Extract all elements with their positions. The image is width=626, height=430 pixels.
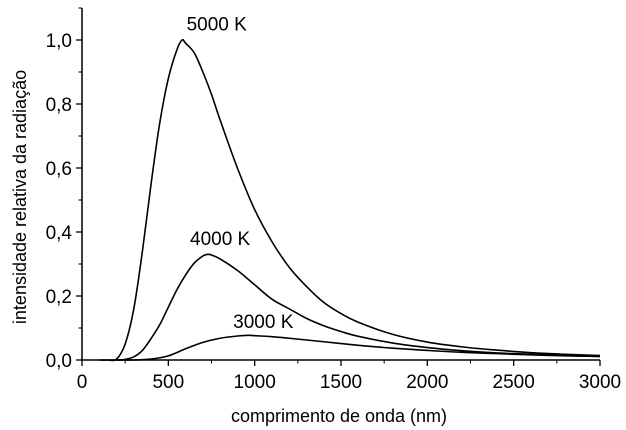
x-tick-label: 3000 [579, 372, 621, 393]
tick-group: 0 500 1000 1500 2000 2500 3000 0,0 0,2 0,4 0,6 0,8 1… [46, 7, 621, 393]
curve-3000-k [116, 334, 601, 361]
curve-label-3000-k: 3000 K [233, 312, 294, 333]
x-axis-title: comprimento de onda (nm) [231, 406, 447, 426]
y-tick-label: 0,2 [46, 287, 72, 308]
curve-4000-k [107, 253, 601, 361]
y-tick-label: 0,8 [46, 95, 72, 116]
y-axis-title: intensidade relativa da radiação [10, 70, 30, 324]
curve-group [99, 38, 601, 362]
x-tick-label: 1000 [234, 372, 276, 393]
curve-label-5000-k: 5000 K [187, 14, 248, 35]
y-tick-label: 1,0 [46, 31, 72, 52]
x-tick-label: 2500 [493, 372, 535, 393]
curve-label-4000-k: 4000 K [190, 229, 251, 250]
x-tick-label: 1500 [320, 372, 362, 393]
curve-label-group: 5000 K 4000 K 3000 K [187, 14, 294, 333]
y-tick-label: 0,6 [46, 159, 72, 180]
x-tick-label: 500 [152, 372, 184, 393]
x-tick-label: 0 [77, 372, 88, 393]
y-tick-label: 0,0 [46, 351, 72, 372]
y-tick-label: 0,4 [46, 223, 73, 244]
x-tick-label: 2000 [406, 372, 448, 393]
curve-5000-k [99, 38, 601, 362]
axes-group [81, 8, 600, 361]
